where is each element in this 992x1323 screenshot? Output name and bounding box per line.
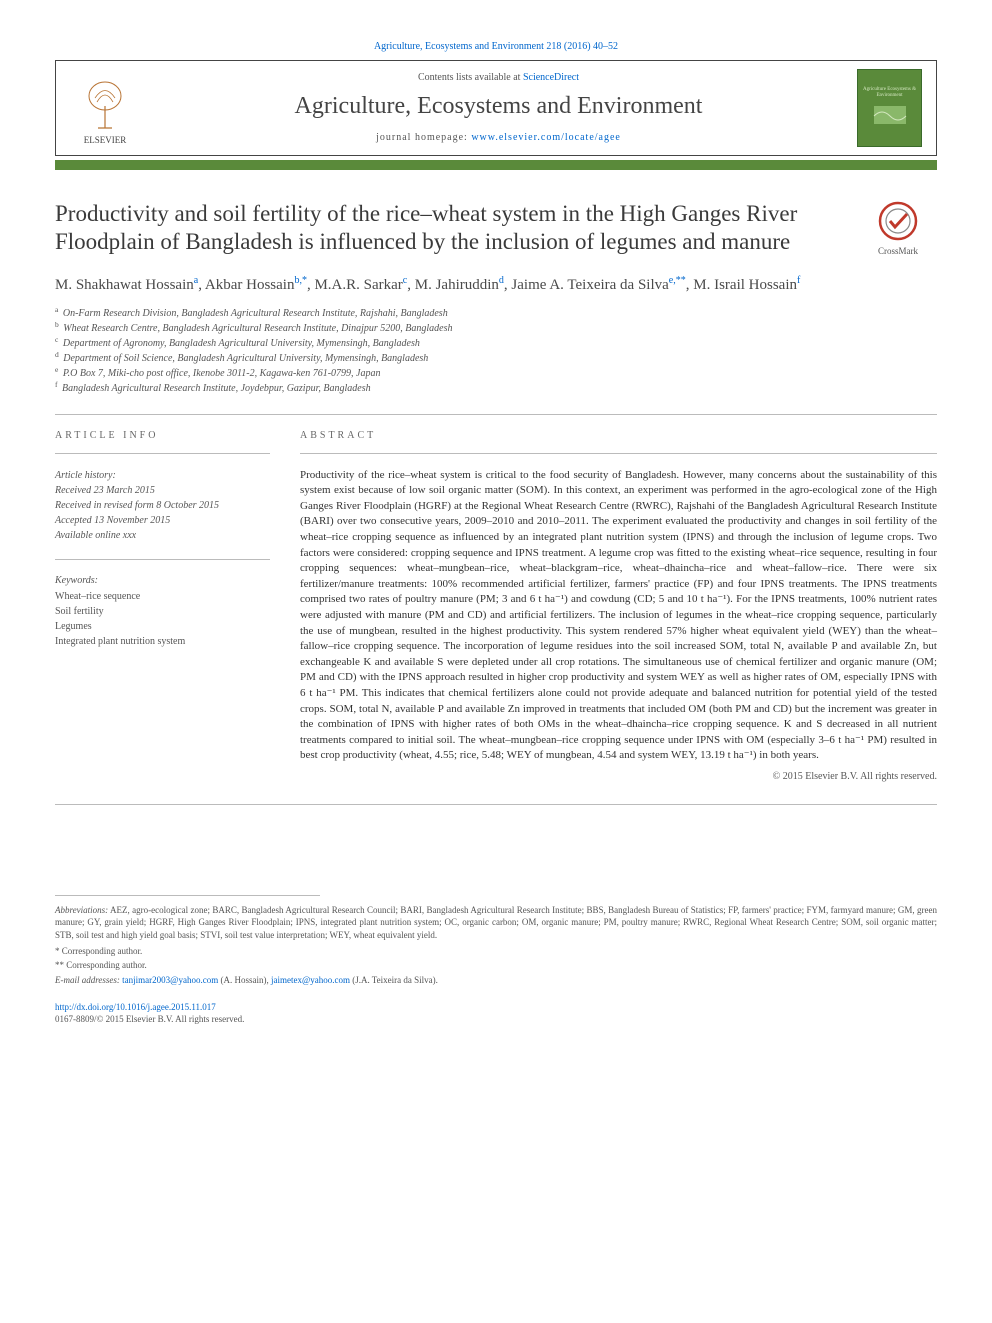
issn-line: 0167-8809/© 2015 Elsevier B.V. All right… bbox=[55, 1014, 244, 1024]
crossmark-badge[interactable]: CrossMark bbox=[859, 200, 937, 257]
keywords-list: Wheat–rice sequenceSoil fertilityLegumes… bbox=[55, 589, 270, 649]
email-link[interactable]: jaimetex@yahoo.com bbox=[271, 975, 350, 985]
email-list: tanjimar2003@yahoo.com (A. Hossain), jai… bbox=[122, 975, 438, 985]
doi-block: http://dx.doi.org/10.1016/j.agee.2015.11… bbox=[55, 1001, 937, 1025]
elsevier-logo-text: ELSEVIER bbox=[84, 134, 127, 146]
cover-title: Agriculture Ecosystems & Environment bbox=[862, 87, 917, 98]
copyright-line: © 2015 Elsevier B.V. All rights reserved… bbox=[300, 770, 937, 784]
crossmark-label: CrossMark bbox=[859, 245, 937, 257]
elsevier-logo: ELSEVIER bbox=[70, 69, 140, 147]
homepage-line: journal homepage: www.elsevier.com/locat… bbox=[154, 131, 843, 145]
abbreviations: Abbreviations: AEZ, agro-ecological zone… bbox=[55, 904, 937, 942]
abstract-column: ABSTRACT Productivity of the rice–wheat … bbox=[300, 429, 937, 784]
header-center: Contents lists available at ScienceDirec… bbox=[154, 71, 843, 144]
contents-line: Contents lists available at ScienceDirec… bbox=[154, 71, 843, 85]
crossmark-icon bbox=[877, 200, 919, 242]
author-emails: E-mail addresses: tanjimar2003@yahoo.com… bbox=[55, 974, 937, 986]
abbrev-label: Abbreviations: bbox=[55, 905, 108, 915]
article-title: Productivity and soil fertility of the r… bbox=[55, 200, 839, 258]
accent-divider bbox=[55, 160, 937, 170]
homepage-link[interactable]: www.elsevier.com/locate/agee bbox=[471, 132, 621, 143]
info-divider bbox=[55, 559, 270, 560]
abstract-divider bbox=[300, 453, 937, 454]
journal-header: ELSEVIER Contents lists available at Sci… bbox=[55, 60, 937, 156]
abstract-text: Productivity of the rice–wheat system is… bbox=[300, 468, 937, 765]
homepage-prefix: journal homepage: bbox=[376, 132, 471, 143]
footnote-rule bbox=[55, 895, 320, 896]
abbrev-text: AEZ, agro-ecological zone; BARC, Banglad… bbox=[55, 905, 937, 940]
sciencedirect-link[interactable]: ScienceDirect bbox=[523, 72, 579, 83]
article-history: Article history: Received 23 March 2015R… bbox=[55, 468, 270, 543]
affiliations: a On-Farm Research Division, Bangladesh … bbox=[55, 306, 937, 396]
article-info-heading: ARTICLE INFO bbox=[55, 429, 270, 443]
journal-name: Agriculture, Ecosystems and Environment bbox=[154, 90, 843, 122]
section-divider bbox=[55, 414, 937, 415]
email-link[interactable]: tanjimar2003@yahoo.com bbox=[122, 975, 218, 985]
abstract-heading: ABSTRACT bbox=[300, 429, 937, 443]
contents-prefix: Contents lists available at bbox=[418, 72, 523, 83]
history-label: Article history: bbox=[55, 470, 116, 481]
corresponding-authors: * Corresponding author.** Corresponding … bbox=[55, 945, 937, 972]
section-divider bbox=[55, 804, 937, 805]
article-info-column: ARTICLE INFO Article history: Received 2… bbox=[55, 429, 270, 784]
citation-line: Agriculture, Ecosystems and Environment … bbox=[55, 40, 937, 54]
author-list: M. Shakhawat Hossaina, Akbar Hossainb,*,… bbox=[55, 275, 937, 296]
elsevier-tree-icon bbox=[80, 78, 130, 134]
keywords-label: Keywords: bbox=[55, 574, 270, 588]
info-divider bbox=[55, 453, 270, 454]
cover-art-icon bbox=[870, 98, 910, 128]
journal-cover-thumb: Agriculture Ecosystems & Environment bbox=[857, 69, 922, 147]
doi-link[interactable]: http://dx.doi.org/10.1016/j.agee.2015.11… bbox=[55, 1002, 216, 1012]
history-lines: Received 23 March 2015Received in revise… bbox=[55, 485, 219, 541]
keywords-block: Keywords: Wheat–rice sequenceSoil fertil… bbox=[55, 574, 270, 650]
emails-label: E-mail addresses: bbox=[55, 975, 120, 985]
